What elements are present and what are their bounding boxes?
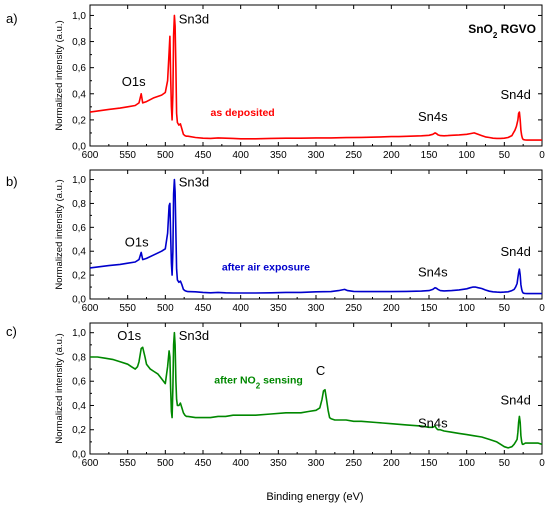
annotation-text: after air exposure [222,261,310,273]
x-tick-label: 150 [421,303,438,314]
spectrum-line [89,178,542,295]
x-tick-label: 100 [458,458,475,469]
condition-annotation: after air exposure [222,261,310,273]
peak-label: C [316,363,325,378]
x-tick-label: 400 [232,458,249,469]
annotation-text: as deposited [211,107,275,119]
x-tick-label: 600 [82,458,99,469]
y-tick-label: 1,0 [72,328,86,339]
y-tick-label: 0,8 [72,352,86,363]
x-tick-label: 300 [308,150,325,161]
spectrum-line [90,331,543,449]
badge-subscript: 2 [493,31,498,40]
condition-annotation: after NO2 sensing [214,375,302,391]
x-tick-label: 100 [458,150,475,161]
y-tick-label: 1,0 [72,175,86,186]
peak-label: Sn3d [179,328,209,343]
x-tick-label: 200 [383,303,400,314]
x-tick-label: 600 [82,150,99,161]
y-tick-label: 0,8 [72,37,86,48]
y-tick-label: 0,2 [72,425,86,436]
x-tick-label: 50 [499,458,511,469]
x-tick-label: 450 [195,150,212,161]
x-tick-label: 350 [270,458,287,469]
x-tick-label: 550 [119,150,136,161]
annotation-text: after NO [214,375,255,387]
y-tick-label: 0,2 [72,271,86,282]
y-axis-label: Normalized intensity (a.u.) [54,20,65,130]
x-axis-label: Binding energy (eV) [266,491,363,503]
annotation-rest: sensing [260,375,303,387]
x-tick-label: 250 [345,303,362,314]
x-tick-label: 100 [458,303,475,314]
y-tick-label: 0,4 [72,401,86,412]
sample-badge: SnO2 RGVO [468,22,536,40]
badge-rest: RGVO [497,22,536,36]
plot-frame [89,169,543,300]
x-tick-label: 0 [539,303,545,314]
y-tick-label: 0,0 [72,450,86,461]
x-tick-label: 400 [232,150,249,161]
peak-label: Sn4s [418,415,448,430]
x-tick-label: 300 [308,458,325,469]
x-tick-label: 0 [539,458,545,469]
x-tick-label: 550 [119,458,136,469]
peak-label: Sn4s [418,264,448,279]
plot-frame [89,322,543,455]
x-tick-label: 550 [119,303,136,314]
x-tick-label: 450 [195,303,212,314]
panel-a: 600 550 500 450 400 350 300 250 200 150 100 50 00,00… [6,4,545,161]
peak-label: Sn4d [500,392,530,407]
badge-main: SnO [468,22,493,36]
y-tick-label: 0,4 [72,247,86,258]
x-tick-label: 150 [421,150,438,161]
peak-label: O1s [117,328,141,343]
y-tick-label: 0,0 [72,142,86,153]
condition-annotation: as deposited [211,107,275,119]
peak-label: Sn4d [500,87,530,102]
spectrum-line [89,14,542,141]
x-tick-label: 450 [195,458,212,469]
x-tick-label: 600 [82,303,99,314]
panel-label: b) [6,174,18,189]
y-axis-label: Normalized intensity (a.u.) [54,179,65,289]
y-tick-label: 0,6 [72,377,86,388]
x-tick-label: 500 [157,458,174,469]
x-tick-label: 500 [157,303,174,314]
x-tick-label: 400 [232,303,249,314]
panel-label: a) [6,11,18,26]
peak-label: Sn3d [179,11,209,26]
x-tick-label: 250 [345,458,362,469]
peak-label: Sn4d [500,244,530,259]
x-tick-label: 200 [383,458,400,469]
y-tick-label: 1,0 [72,11,86,22]
y-tick-label: 0,6 [72,223,86,234]
x-tick-label: 200 [383,150,400,161]
peak-label: Sn3d [179,175,209,190]
x-tick-label: 250 [345,150,362,161]
y-tick-label: 0,2 [72,115,86,126]
y-axis-label: Normalized intensity (a.u.) [54,333,65,443]
x-tick-label: 50 [499,303,511,314]
panel-label: c) [6,324,17,339]
x-tick-label: 50 [499,150,511,161]
y-tick-label: 0,8 [72,199,86,210]
x-tick-label: 150 [421,458,438,469]
peak-label: O1s [122,74,146,89]
x-tick-label: 300 [308,303,325,314]
x-tick-label: 0 [539,150,545,161]
panel-b: 600 550 500 450 400 350 300 250 200 150 100 50 00,00… [6,169,545,314]
panel-c: 600 550 500 450 400 350 300 250 200 150 100 50 00,00… [6,322,545,469]
annotation-subscript: 2 [256,381,261,390]
y-tick-label: 0,4 [72,89,86,100]
peak-label: O1s [125,234,149,249]
y-tick-label: 0,6 [72,63,86,74]
x-tick-label: 350 [270,303,287,314]
peak-label: Sn4s [418,109,448,124]
x-tick-label: 350 [270,150,287,161]
y-tick-label: 0,0 [72,295,86,306]
x-tick-label: 500 [157,150,174,161]
